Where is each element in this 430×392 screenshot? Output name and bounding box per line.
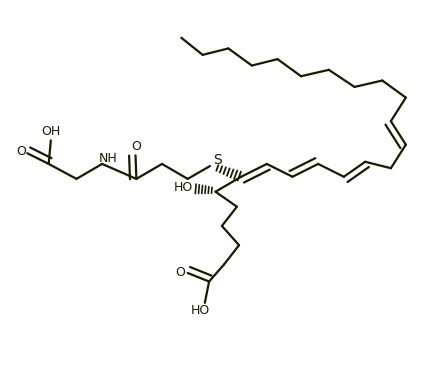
Text: O: O xyxy=(175,267,185,279)
Text: S: S xyxy=(213,154,221,167)
Text: O: O xyxy=(131,140,141,153)
Text: HO: HO xyxy=(173,181,193,194)
Text: HO: HO xyxy=(190,304,210,317)
Text: NH: NH xyxy=(99,152,118,165)
Text: OH: OH xyxy=(41,125,60,138)
Text: O: O xyxy=(16,145,26,158)
